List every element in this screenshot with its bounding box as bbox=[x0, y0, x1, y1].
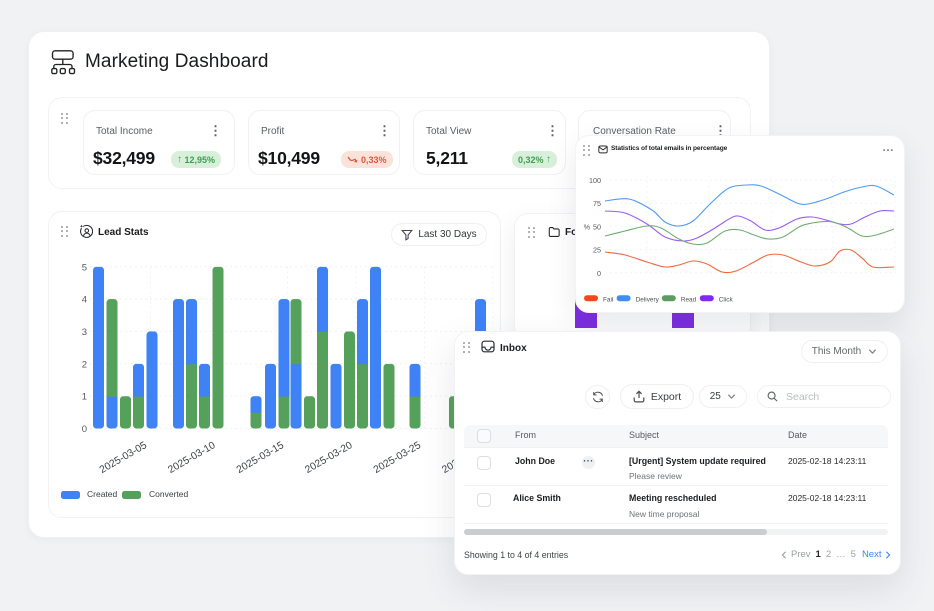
svg-text:25: 25 bbox=[593, 246, 601, 255]
svg-text:0: 0 bbox=[597, 269, 601, 278]
svg-text:50: 50 bbox=[593, 222, 601, 231]
svg-text:100: 100 bbox=[589, 176, 601, 185]
svg-text:Click: Click bbox=[719, 296, 734, 303]
svg-text:Fail: Fail bbox=[603, 296, 613, 303]
svg-text:75: 75 bbox=[593, 199, 601, 208]
svg-text:Delivery: Delivery bbox=[636, 296, 660, 303]
svg-text:%: % bbox=[584, 222, 591, 231]
svg-text:Read: Read bbox=[681, 296, 697, 303]
